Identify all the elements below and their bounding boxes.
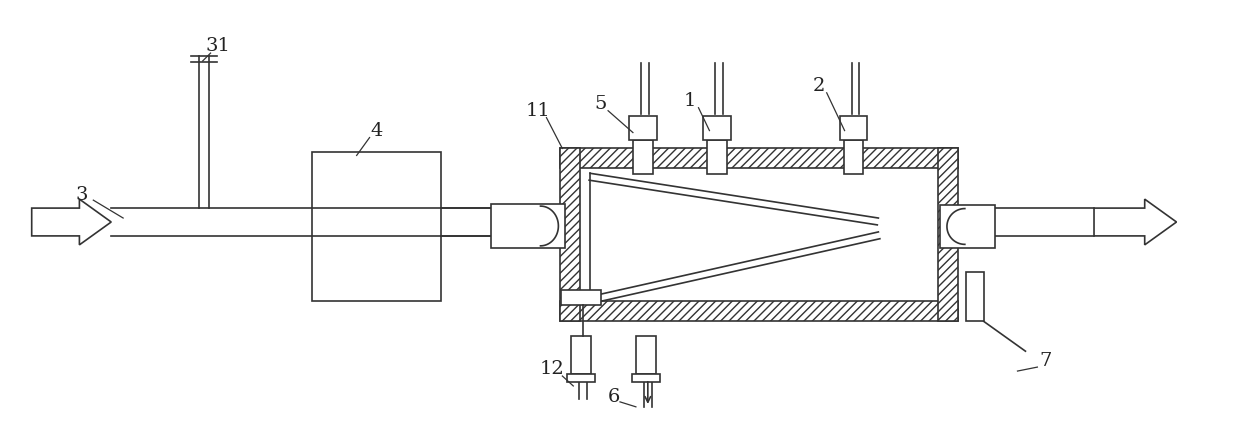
Text: 31: 31 bbox=[205, 37, 229, 55]
Polygon shape bbox=[32, 199, 112, 245]
Text: 1: 1 bbox=[683, 92, 696, 110]
Bar bbox=[703, 116, 732, 139]
Text: 5: 5 bbox=[594, 95, 606, 113]
Bar bbox=[937, 148, 957, 321]
Text: 2: 2 bbox=[812, 77, 825, 95]
Bar bbox=[632, 139, 652, 174]
Bar bbox=[572, 336, 591, 374]
Bar bbox=[568, 374, 595, 382]
Bar bbox=[629, 116, 657, 139]
Bar bbox=[940, 205, 994, 248]
Bar bbox=[843, 139, 863, 174]
Bar bbox=[632, 374, 660, 382]
Text: 7: 7 bbox=[1039, 352, 1052, 370]
Bar bbox=[491, 204, 565, 248]
Text: 6: 6 bbox=[608, 388, 620, 406]
Bar bbox=[560, 148, 957, 168]
Bar bbox=[636, 336, 656, 374]
Bar bbox=[312, 152, 441, 301]
Bar bbox=[560, 301, 957, 321]
Bar bbox=[708, 139, 728, 174]
Bar bbox=[839, 116, 868, 139]
Text: 12: 12 bbox=[541, 360, 564, 378]
Bar bbox=[560, 148, 580, 321]
Bar bbox=[966, 272, 983, 321]
Bar bbox=[562, 289, 601, 305]
Polygon shape bbox=[1094, 199, 1177, 245]
Bar bbox=[580, 168, 937, 301]
Text: 4: 4 bbox=[371, 122, 383, 139]
Text: 3: 3 bbox=[76, 186, 88, 204]
Text: 11: 11 bbox=[526, 102, 549, 120]
